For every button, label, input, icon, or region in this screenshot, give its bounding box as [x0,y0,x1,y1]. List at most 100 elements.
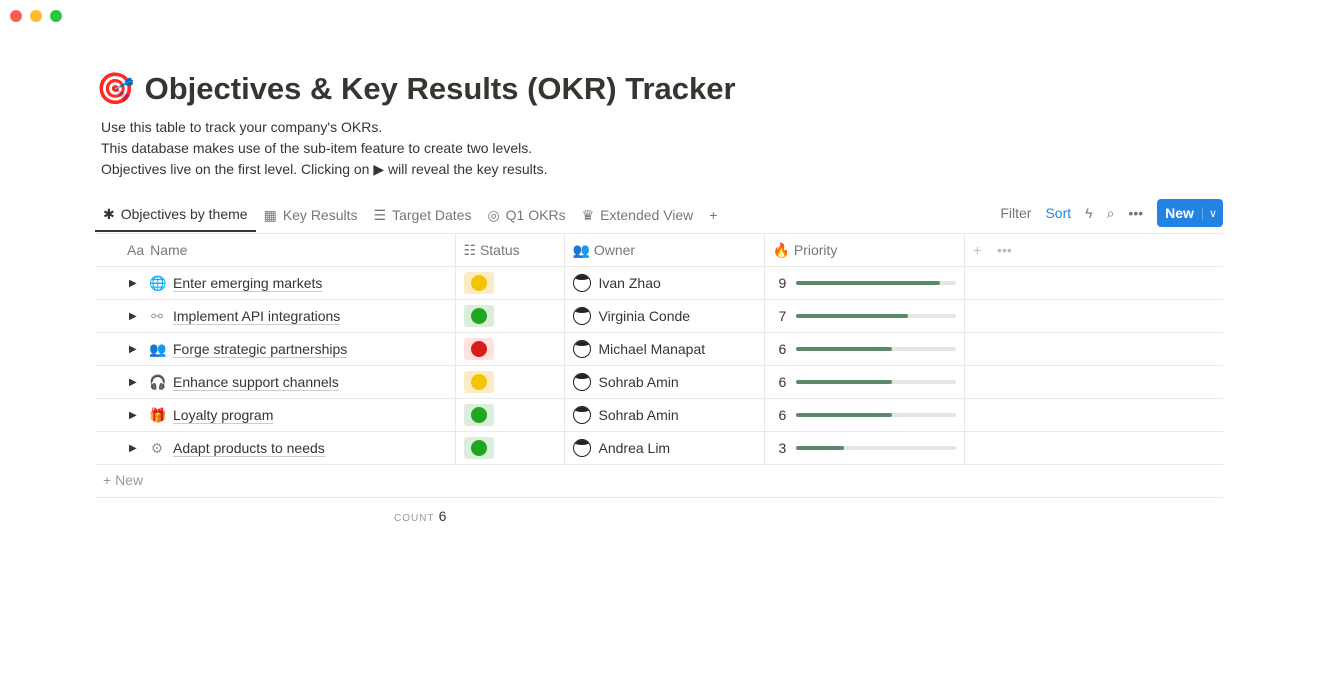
row-name[interactable]: Adapt products to needs [173,439,325,457]
status-yellow-icon [470,275,487,291]
search-icon[interactable]: ⌕ [1106,204,1115,221]
sort-button[interactable]: Sort [1045,205,1072,221]
status-red-icon [470,341,487,357]
owner-name[interactable]: Sohrab Amin [598,407,679,423]
priority-bar [796,281,957,285]
owner-name[interactable]: Andrea Lim [598,440,671,456]
people-icon: 👥 [572,241,590,258]
priority-bar [796,380,957,384]
row-icon: 👥 [149,340,167,357]
tab-key-results[interactable]: ▦ Key Results [263,206,358,224]
fire-icon: 🔥 [772,241,790,258]
more-icon: ••• [997,242,1012,258]
window-controls [10,10,62,22]
row-name[interactable]: Loyalty program [173,406,274,424]
owner-name[interactable]: Sohrab Amin [598,374,679,390]
priority-value: 7 [778,308,787,324]
status-badge[interactable] [463,305,494,327]
status-green-icon [470,407,487,423]
add-column[interactable]: + ••• [964,233,1223,267]
owner-name[interactable]: Ivan Zhao [598,275,661,291]
priority-bar [796,446,957,450]
status-badge[interactable] [463,338,494,360]
divider [95,497,1223,498]
zoom-button[interactable] [50,10,62,22]
priority-bar [796,314,957,318]
row-icon: 🌐 [149,274,167,291]
chevron-down-icon[interactable]: ∨ [1201,206,1223,220]
target-icon: 🎯 [96,71,135,106]
status-badge[interactable] [463,272,494,294]
row-icon: 🎁 [149,406,167,423]
priority-value: 6 [778,407,787,423]
expand-toggle-icon[interactable]: ▶ [129,442,137,454]
priority-value: 6 [778,341,787,357]
avatar [572,439,591,457]
column-status[interactable]: ☷ Status [455,233,565,267]
owner-name[interactable]: Michael Manapat [598,341,706,357]
expand-toggle-icon[interactable]: ▶ [129,409,137,421]
row-name[interactable]: Forge strategic partnerships [173,340,348,358]
filter-button[interactable]: Filter [1000,205,1032,221]
avatar [572,373,591,391]
plus-icon: + [973,242,982,258]
view-tabs: ✱ Objectives by theme ▦ Key Results ☰ Target … [95,198,725,232]
add-view-button[interactable]: + [709,207,718,223]
priority-value: 3 [778,440,787,456]
page-description: Use this table to track your company's O… [101,119,548,177]
status-yellow-icon [470,374,487,390]
avatar [572,406,591,424]
table-row[interactable]: ▶ ⚙ Adapt products to needs Andrea Lim 3 [95,431,1223,465]
priority-value: 9 [778,275,787,291]
minimize-button[interactable] [30,10,42,22]
expand-toggle-icon[interactable]: ▶ [129,376,137,388]
count-summary: COUNT 6 [394,508,447,524]
page-title: 🎯 Objectives & Key Results (OKR) Tracker [96,70,736,107]
expand-toggle-icon[interactable]: ▶ [129,277,137,289]
tab-q1-okrs[interactable]: ◎ Q1 OKRs [487,206,566,224]
priority-bar [796,347,957,351]
table-row[interactable]: ▶ 🎁 Loyalty program Sohrab Amin 6 [95,398,1223,432]
expand-toggle-icon[interactable]: ▶ [129,310,137,322]
more-icon[interactable]: ••• [1128,205,1144,221]
tab-icon: ▦ [263,206,277,223]
toolbar: Filter Sort ϟ ⌕ ••• New ∨ [1000,199,1223,227]
tab-objectives-by-theme[interactable]: ✱ Objectives by theme [95,198,256,232]
status-green-icon [470,440,487,456]
column-name[interactable]: Aa Name [95,233,456,267]
column-owner[interactable]: 👥 Owner [564,233,765,267]
row-name[interactable]: Implement API integrations [173,307,341,325]
avatar [572,274,591,292]
status-green-icon [470,308,487,324]
tab-icon: ♛ [581,206,595,223]
row-icon: ⚙ [150,439,164,456]
column-priority[interactable]: 🔥 Priority [764,233,966,267]
table-row[interactable]: ▶ 🌐 Enter emerging markets Ivan Zhao 9 [95,266,1223,300]
owner-name[interactable]: Virginia Conde [598,308,691,324]
automation-icon[interactable]: ϟ [1085,205,1093,221]
table-row[interactable]: ▶ 👥 Forge strategic partnerships Michael M… [95,332,1223,366]
table-row[interactable]: ▶ ⚯ Implement API integrations Virginia Co… [95,299,1223,333]
tab-extended-view[interactable]: ♛ Extended View [581,206,694,224]
table-row[interactable]: ▶ 🎧 Enhance support channels Sohrab Amin 6 [95,365,1223,399]
avatar [572,340,591,358]
priority-value: 6 [778,374,787,390]
row-icon: ⚯ [151,307,163,324]
status-badge[interactable] [463,404,494,426]
status-badge[interactable] [463,437,494,459]
tab-icon: ✱ [103,205,115,222]
tab-icon: ☰ [373,206,387,223]
priority-bar [796,413,957,417]
tab-icon: ◎ [487,206,500,223]
row-icon: 🎧 [149,373,167,390]
row-name[interactable]: Enhance support channels [173,373,339,391]
okr-table: Aa Name ☷ Status 👥 Owner 🔥 Priority + •••… [95,233,1223,465]
add-row-button[interactable]: + New [103,472,144,488]
close-button[interactable] [10,10,22,22]
row-name[interactable]: Enter emerging markets [173,274,323,292]
expand-toggle-icon[interactable]: ▶ [129,343,137,355]
status-badge[interactable] [463,371,494,393]
traffic-light-icon: ☷ [463,241,477,258]
new-button[interactable]: New ∨ [1157,199,1223,227]
tab-target-dates[interactable]: ☰ Target Dates [373,206,472,224]
